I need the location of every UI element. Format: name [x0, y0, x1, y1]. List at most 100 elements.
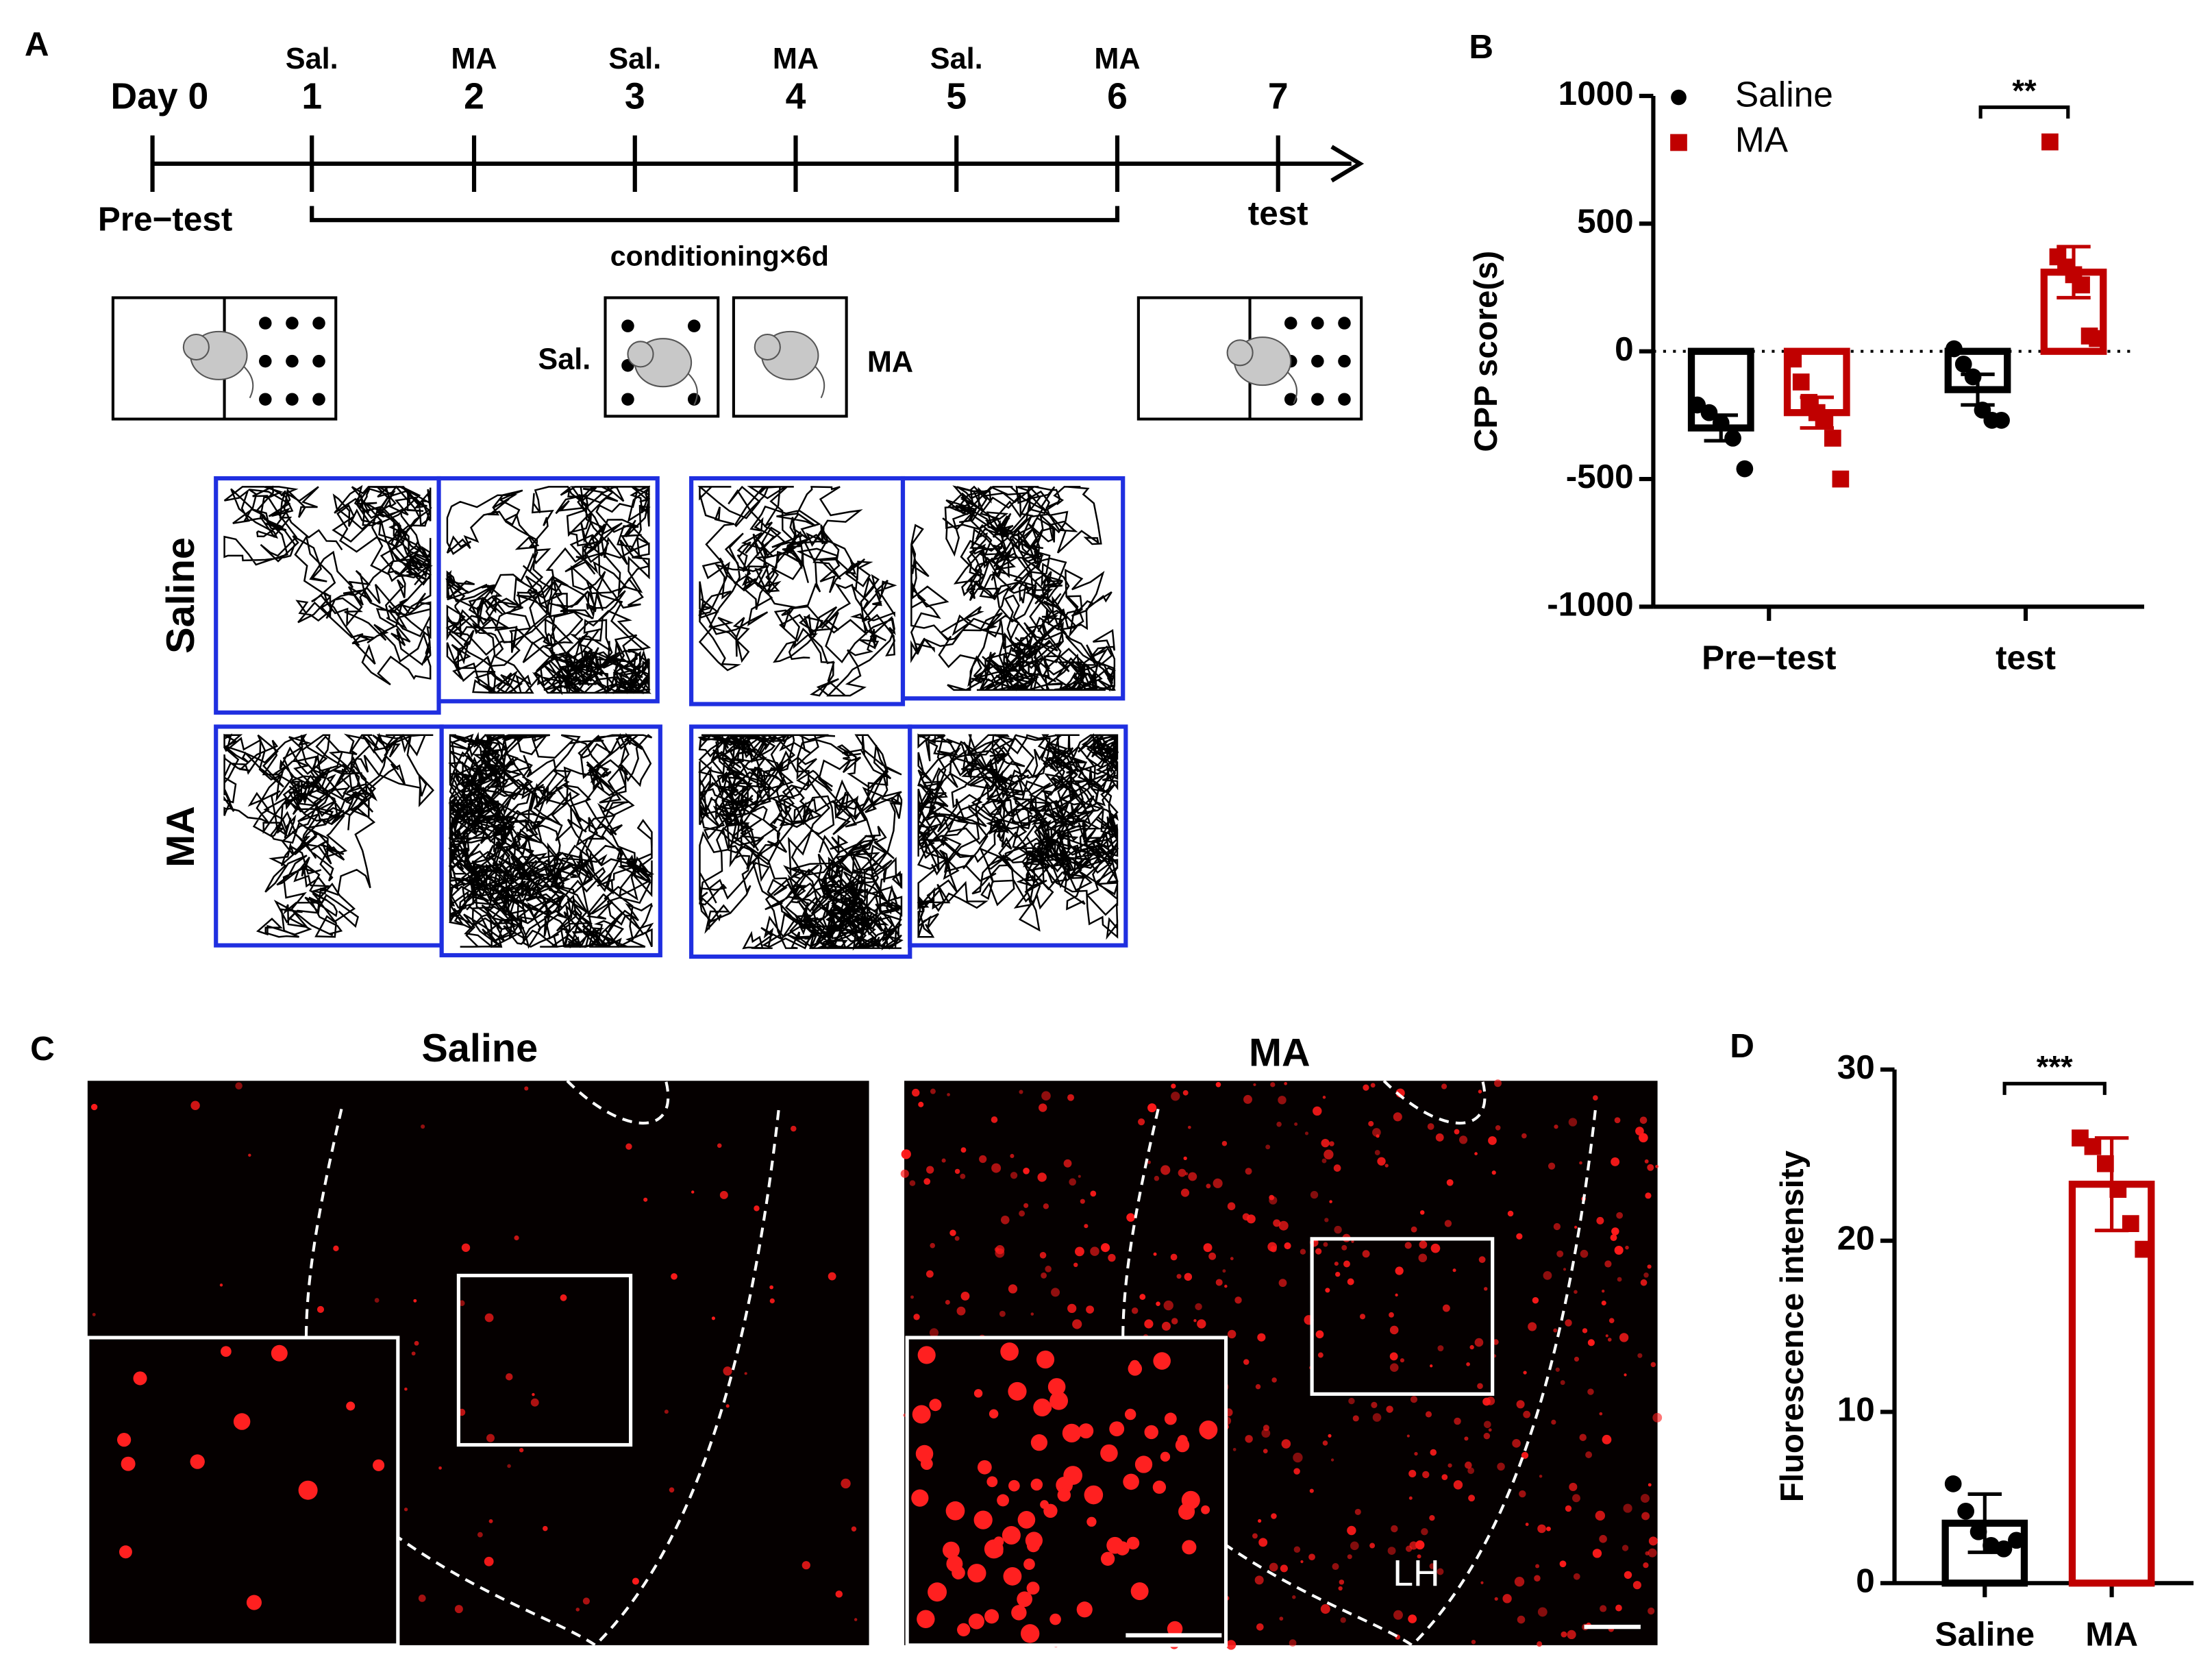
- cell-signal: [995, 1245, 1005, 1255]
- data-point: [1993, 411, 2010, 429]
- cell-signal: [1556, 1250, 1564, 1257]
- cell-signal: [1003, 1566, 1022, 1586]
- cell-signal: [1187, 1125, 1191, 1129]
- cell-signal: [841, 1478, 851, 1489]
- region-outline: [1382, 1079, 1487, 1124]
- cell-signal: [1655, 1164, 1658, 1168]
- trajectory: [448, 732, 655, 949]
- cell-signal: [1624, 1571, 1632, 1579]
- cell-signal: [514, 1235, 519, 1241]
- cell-signal: [1417, 1554, 1421, 1559]
- data-point: [1792, 373, 1810, 391]
- cell-signal: [1090, 1190, 1097, 1197]
- cell-signal: [711, 1316, 716, 1320]
- cell-signal: [1308, 1553, 1315, 1561]
- cell-signal: [801, 1561, 810, 1570]
- chamber-dot: [1311, 317, 1324, 330]
- data-point: [2084, 1138, 2102, 1155]
- cell-signal: [1000, 1342, 1019, 1361]
- cell-signal: [854, 1618, 858, 1621]
- cell-signal: [1425, 1411, 1432, 1418]
- cell-signal: [1502, 1594, 1512, 1603]
- cell-signal: [1255, 1384, 1261, 1390]
- cell-signal: [1276, 1121, 1282, 1127]
- cell-signal: [1595, 1510, 1606, 1521]
- cell-signal: [414, 1340, 419, 1346]
- cell-signal: [1202, 1425, 1216, 1440]
- image-title: MA: [1249, 1031, 1310, 1074]
- cell-signal: [1037, 1172, 1047, 1182]
- cell-signal: [1389, 1363, 1399, 1372]
- cell-signal: [1041, 1272, 1047, 1279]
- cell-signal: [582, 1597, 590, 1605]
- cell-signal: [1131, 1307, 1139, 1314]
- cell-signal: [1263, 1449, 1268, 1453]
- cell-signal: [1030, 1434, 1048, 1451]
- cell-signal: [1645, 1192, 1652, 1199]
- cell-signal: [1347, 1525, 1356, 1536]
- cell-signal: [1300, 1249, 1306, 1255]
- cell-signal: [1561, 1631, 1567, 1638]
- cell-signal: [1523, 1410, 1531, 1418]
- cell-signal: [477, 1532, 483, 1538]
- cell-signal: [246, 1595, 262, 1610]
- mouse-tail: [1287, 371, 1298, 404]
- cell-signal: [90, 1103, 98, 1111]
- cell-signal: [1320, 1604, 1330, 1614]
- cell-signal: [1429, 1515, 1435, 1521]
- cell-signal: [530, 1398, 539, 1407]
- cell-signal: [1442, 1304, 1450, 1312]
- cell-signal: [1182, 1090, 1189, 1096]
- cell-signal: [1568, 1118, 1578, 1127]
- cell-signal: [190, 1101, 200, 1110]
- cell-signal: [1273, 1219, 1281, 1227]
- chamber-dot: [621, 393, 634, 406]
- cell-signal: [1640, 1494, 1650, 1503]
- cell-signal: [506, 1373, 513, 1381]
- chamber: [732, 296, 848, 418]
- significance-bracket: [2002, 1081, 2107, 1095]
- cell-signal: [984, 1609, 999, 1624]
- cell-signal: [1478, 1090, 1482, 1094]
- cell-signal: [725, 1404, 730, 1408]
- chamber-dot: [259, 393, 272, 406]
- cell-signal: [1322, 1440, 1328, 1446]
- cell-signal: [1602, 1290, 1605, 1293]
- cell-signal: [1123, 1473, 1139, 1490]
- data-point: [1816, 411, 1834, 429]
- cell-signal: [1477, 1383, 1483, 1390]
- data-point: [2122, 1215, 2139, 1232]
- cell-signal: [1582, 1328, 1588, 1333]
- chamber-dot: [1338, 317, 1351, 330]
- cell-signal: [1389, 1312, 1394, 1318]
- cell-signal: [374, 1298, 380, 1303]
- cell-signal: [1537, 1607, 1548, 1617]
- cell-signal: [1647, 1264, 1652, 1269]
- cell-signal: [912, 1088, 920, 1097]
- cell-signal: [1601, 1300, 1606, 1306]
- cell-signal: [1553, 1328, 1558, 1333]
- cell-signal: [1471, 1639, 1476, 1645]
- cell-signal: [901, 1149, 911, 1159]
- cell-signal: [1625, 1245, 1629, 1250]
- cell-signal: [1281, 1439, 1291, 1449]
- cell-signal: [1384, 1164, 1389, 1168]
- cell-signal: [1154, 1175, 1160, 1181]
- cell-signal: [1648, 1548, 1657, 1558]
- cell-signal: [1232, 1447, 1237, 1451]
- cell-signal: [1585, 1451, 1593, 1458]
- cell-signal: [1278, 1220, 1289, 1231]
- cell-signal: [1611, 1157, 1620, 1166]
- cell-signal: [1243, 1359, 1250, 1365]
- cell-signal: [1483, 1421, 1491, 1429]
- data-point: [2008, 1532, 2025, 1549]
- cell-signal: [923, 1178, 931, 1185]
- cell-signal: [235, 1082, 243, 1090]
- cell-signal: [1171, 1318, 1178, 1325]
- cell-signal: [1322, 1096, 1326, 1099]
- cell-signal: [956, 1306, 966, 1316]
- cell-signal: [1017, 1591, 1032, 1608]
- cell-signal: [1160, 1451, 1171, 1462]
- cell-signal: [1309, 1488, 1314, 1493]
- cell-signal: [1521, 1451, 1529, 1460]
